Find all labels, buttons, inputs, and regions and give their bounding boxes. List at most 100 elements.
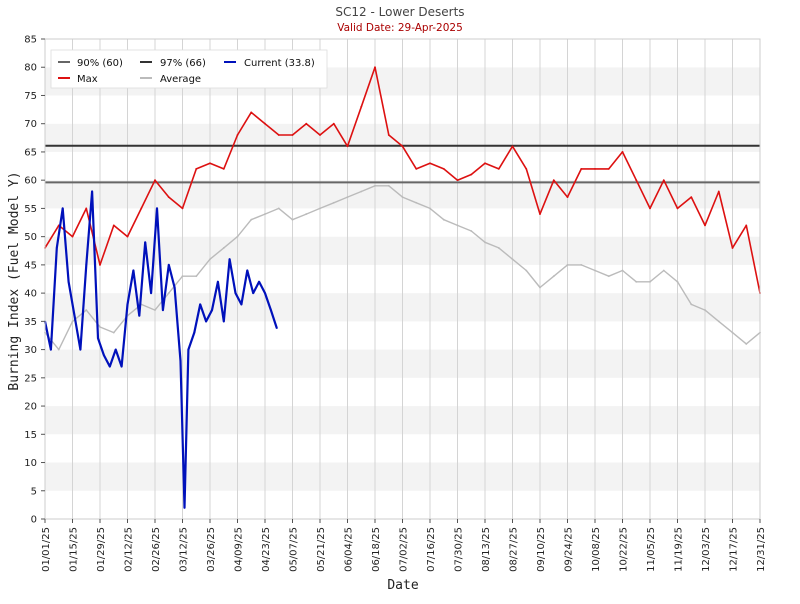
y-tick-label: 10 [24, 458, 37, 469]
data-point [511, 145, 514, 148]
data-point [415, 201, 418, 204]
x-tick-label: 12/17/25 [729, 527, 740, 572]
data-point [222, 320, 225, 323]
data-point [456, 179, 459, 182]
chart-subtitle: Valid Date: 29-Apr-2025 [337, 22, 463, 34]
data-point [144, 241, 147, 244]
data-point [690, 303, 693, 306]
data-point [181, 207, 184, 210]
x-gridlines [44, 39, 761, 519]
x-tick-label: 04/09/25 [234, 527, 245, 572]
data-point [199, 303, 202, 306]
data-point [360, 105, 363, 108]
data-point [676, 207, 679, 210]
data-point [511, 258, 514, 261]
chart-title: SC12 - Lower Deserts [335, 5, 464, 19]
data-point [264, 122, 266, 125]
legend-item-average: Average [140, 74, 201, 85]
y-axis: 0 5 10 15 20 25 30 35 40 45 50 55 60 65 70 75 80 85 [24, 35, 45, 526]
data-point [731, 331, 734, 334]
data-point [621, 151, 624, 153]
x-tick-label: 10/22/25 [619, 527, 630, 572]
data-point [429, 162, 431, 165]
data-point [211, 309, 213, 311]
data-point [387, 184, 390, 187]
data-point [71, 235, 74, 238]
data-point [374, 184, 376, 187]
data-point [108, 365, 111, 368]
data-point [731, 247, 734, 249]
data-point [552, 179, 555, 182]
data-point [442, 218, 445, 221]
data-point [222, 247, 225, 249]
data-point [539, 213, 541, 215]
data-point [635, 280, 638, 283]
data-point [195, 275, 198, 278]
data-point [346, 145, 349, 148]
data-point [167, 196, 170, 199]
x-tick-label: 06/18/25 [371, 527, 382, 572]
legend-box [50, 49, 328, 89]
legend-item-97-percent: 97% (66) [140, 58, 206, 69]
legend: 90% (60) 97% (66) Current (33.8) Max Ave… [50, 49, 328, 89]
y-tick-label: 35 [24, 317, 37, 328]
data-point [745, 343, 748, 345]
y-tick-label: 75 [24, 91, 37, 102]
data-point [246, 269, 249, 272]
data-point [120, 365, 123, 368]
data-point [240, 303, 243, 306]
data-point [114, 348, 117, 351]
y-tick-label: 25 [24, 373, 37, 384]
legend-label-max: Max [77, 74, 98, 85]
x-tick-label: 03/26/25 [206, 527, 217, 572]
data-point [112, 331, 115, 334]
data-point [594, 269, 596, 272]
x-axis-label: Date [387, 578, 418, 593]
x-tick-label: 01/29/25 [96, 527, 107, 572]
x-tick-label: 08/13/25 [481, 527, 492, 572]
data-point [252, 292, 255, 295]
data-point [264, 292, 266, 295]
data-point [470, 173, 473, 176]
x-tick-label: 09/10/25 [536, 527, 547, 572]
y-tick-label: 15 [24, 430, 37, 441]
data-point [67, 280, 70, 283]
data-point [183, 506, 186, 509]
x-tick-label: 04/23/25 [261, 527, 272, 572]
data-point [275, 327, 278, 330]
data-point [222, 167, 225, 170]
y-tick-label: 20 [24, 402, 37, 413]
x-tick-label: 07/30/25 [454, 527, 465, 572]
data-point [566, 196, 569, 199]
y-tick-label: 70 [24, 119, 37, 130]
data-point [717, 320, 720, 323]
data-point [525, 269, 528, 272]
data-point [209, 162, 211, 165]
data-point [97, 337, 99, 340]
data-point [690, 196, 693, 199]
data-point [187, 348, 190, 351]
data-point [205, 320, 207, 323]
data-point [126, 235, 129, 238]
data-point [150, 292, 152, 295]
data-point [332, 122, 335, 125]
data-point [154, 309, 156, 311]
data-point [99, 263, 101, 266]
y-tick-label: 50 [24, 232, 37, 243]
data-point [57, 348, 60, 351]
x-tick-label: 01/01/25 [41, 527, 52, 572]
x-tick-label: 12/31/25 [756, 527, 767, 572]
data-point [497, 247, 500, 249]
data-point [580, 263, 583, 266]
x-tick-label: 02/12/25 [124, 527, 135, 572]
data-point [717, 190, 720, 193]
y-tick-label: 40 [24, 289, 37, 300]
legend-label-average: Average [160, 74, 201, 85]
data-point [258, 280, 261, 283]
series-max [44, 66, 761, 295]
x-tick-label: 06/04/25 [344, 527, 355, 572]
data-point [85, 207, 88, 210]
data-point [161, 309, 164, 311]
data-point [319, 134, 321, 136]
series-current [43, 190, 278, 509]
